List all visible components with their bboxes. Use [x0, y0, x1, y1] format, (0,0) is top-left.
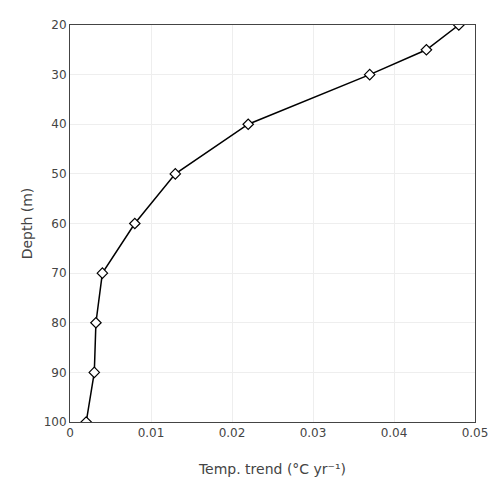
- svg-text:0.05: 0.05: [462, 426, 489, 440]
- svg-text:40: 40: [51, 117, 66, 131]
- svg-text:0.03: 0.03: [300, 426, 327, 440]
- svg-text:70: 70: [51, 266, 66, 280]
- svg-text:50: 50: [51, 167, 66, 181]
- svg-text:100: 100: [44, 415, 67, 429]
- svg-text:0: 0: [66, 426, 74, 440]
- svg-text:30: 30: [51, 68, 66, 82]
- svg-text:80: 80: [51, 316, 66, 330]
- svg-text:Depth (m): Depth (m): [19, 188, 35, 260]
- svg-text:Temp. trend (°C yr⁻¹): Temp. trend (°C yr⁻¹): [198, 461, 346, 477]
- svg-text:0.01: 0.01: [138, 426, 165, 440]
- svg-text:60: 60: [51, 217, 66, 231]
- svg-text:90: 90: [51, 366, 66, 380]
- svg-text:20: 20: [51, 18, 66, 32]
- svg-text:0.02: 0.02: [219, 426, 246, 440]
- svg-text:0.04: 0.04: [381, 426, 408, 440]
